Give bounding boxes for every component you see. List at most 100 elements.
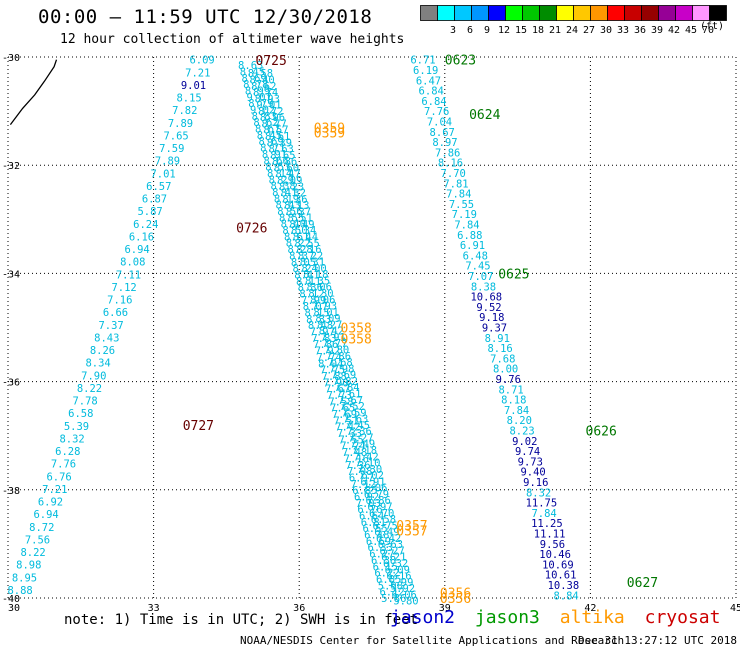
wave-height-value: 5.80 bbox=[393, 596, 418, 608]
wave-height-value: 6.38 bbox=[371, 555, 396, 567]
wave-height-value: 6.86 bbox=[366, 495, 391, 507]
wave-height-value: 6.76 bbox=[46, 471, 71, 483]
wave-height-value: 7.93 bbox=[312, 301, 337, 313]
wave-height-value: 6.15 bbox=[373, 561, 398, 573]
wave-height-value: 7.81 bbox=[443, 178, 468, 190]
wave-height-value: 6.42 bbox=[376, 533, 401, 545]
wave-height-value: 7.55 bbox=[339, 434, 364, 446]
legend-jason3: jason3 bbox=[474, 607, 540, 628]
coastline bbox=[9, 59, 58, 125]
wave-height-value: 9.02 bbox=[250, 105, 275, 117]
wave-height-value: 8.14 bbox=[267, 168, 292, 180]
wave-height-value: 7.49 bbox=[350, 439, 375, 451]
wave-height-value: 6.94 bbox=[33, 509, 58, 521]
wave-height-value: 6.85 bbox=[352, 485, 377, 497]
wave-height-value: 6.57 bbox=[146, 181, 171, 193]
wave-height-value: 8.32 bbox=[281, 188, 306, 200]
wave-height-value: 8.22 bbox=[77, 383, 102, 395]
wave-height-value: 7.75 bbox=[320, 365, 345, 377]
wave-height-value: 7.97 bbox=[310, 327, 335, 339]
wave-height-value: 6.24 bbox=[133, 219, 158, 231]
color-scale-bar: 3 6 9 12 15 18 21 24 27 30 33 36 39 42 45 70 bbox=[420, 5, 727, 36]
color-bin-label: 30 bbox=[600, 25, 612, 36]
x-tick-label: 45 bbox=[730, 603, 740, 614]
wave-height-value: 7.67 bbox=[338, 395, 363, 407]
wave-height-value: 6.58 bbox=[68, 408, 93, 420]
wave-height-value: 7.21 bbox=[42, 484, 67, 496]
wave-height-value: 7.76 bbox=[424, 106, 449, 118]
wave-height-value: 8.62 bbox=[253, 117, 278, 129]
wave-height-value: 6.79 bbox=[364, 489, 389, 501]
wave-height-value: 8.36 bbox=[298, 282, 323, 294]
wave-height-value: 8.15 bbox=[176, 93, 201, 105]
wave-height-value: 8.40 bbox=[249, 75, 274, 87]
wave-height-value: 8.93 bbox=[255, 93, 280, 105]
wave-height-value: 7.84 bbox=[446, 189, 471, 201]
wave-height-value: 6.27 bbox=[379, 546, 404, 558]
wave-height-value: 7.59 bbox=[159, 143, 184, 155]
wave-height-value: 8.28 bbox=[287, 244, 312, 256]
wave-height-value: 8.18 bbox=[303, 269, 328, 281]
wave-height-value: 8.48 bbox=[308, 320, 333, 332]
y-tick-label: -32 bbox=[2, 161, 20, 172]
wave-height-value: 7.90 bbox=[323, 377, 348, 389]
wave-height-value: 8.04 bbox=[318, 358, 343, 370]
wave-height-value: 9.02 bbox=[512, 436, 537, 448]
legend-jason2: jason2 bbox=[390, 607, 456, 628]
wave-height-value: 8.15 bbox=[304, 308, 329, 320]
wave-height-value: 8.16 bbox=[296, 244, 321, 256]
wave-height-value: 8.16 bbox=[438, 158, 463, 170]
wave-height-value: 8.00 bbox=[493, 364, 518, 376]
wave-height-value: 6.64 bbox=[359, 511, 384, 523]
wave-height-value: 8.16 bbox=[487, 343, 512, 355]
wave-height-value: 6.49 bbox=[374, 527, 399, 539]
legend-cryosat: cryosat bbox=[644, 607, 721, 628]
wave-height-value: 8.26 bbox=[90, 345, 115, 357]
color-bin-label: 15 bbox=[515, 25, 527, 36]
wave-height-value: 6.28 bbox=[55, 446, 80, 458]
wave-height-value: 7.84 bbox=[531, 508, 556, 520]
wave-height-value: 8.98 bbox=[16, 560, 41, 572]
wave-height-value: 8.36 bbox=[282, 194, 307, 206]
wave-height-value: 7.52 bbox=[340, 401, 365, 413]
wave-height-value: 7.37 bbox=[98, 320, 123, 332]
wave-height-value: 8.95 bbox=[12, 572, 37, 584]
wave-height-value: 7.45 bbox=[345, 420, 370, 432]
wave-height-value: 8.07 bbox=[303, 301, 328, 313]
pass-time-label: 0358 bbox=[341, 322, 372, 337]
wave-height-value: 7.07 bbox=[468, 271, 493, 283]
wave-height-value: 10.46 bbox=[539, 549, 571, 561]
wave-height-value: 6.27 bbox=[369, 549, 394, 561]
wave-height-value: 8.50 bbox=[282, 225, 307, 237]
wave-height-value: 10.68 bbox=[470, 292, 502, 304]
wave-height-value: 8.61 bbox=[284, 231, 309, 243]
wave-height-value: 8.22 bbox=[20, 547, 45, 559]
wave-height-value: 9.37 bbox=[482, 323, 507, 335]
wave-height-value: 8.33 bbox=[306, 314, 331, 326]
wave-height-value: 7.77 bbox=[322, 338, 347, 350]
wave-height-value: 7.69 bbox=[332, 409, 357, 421]
satellite-legend: jason2 jason3 altika cryosat s3a bbox=[390, 607, 740, 628]
wave-height-value: 7.99 bbox=[301, 295, 326, 307]
wave-height-value: 8.37 bbox=[286, 206, 311, 218]
color-bin-label: 45 bbox=[685, 25, 697, 36]
wave-height-value: 5.99 bbox=[388, 577, 413, 589]
wave-height-value: 6.76 bbox=[357, 504, 382, 516]
wave-height-value: 7.06 bbox=[362, 483, 387, 495]
wave-height-value: 8.27 bbox=[317, 319, 342, 331]
color-bin-label: 3 bbox=[450, 25, 456, 36]
wave-height-value: 8.32 bbox=[526, 487, 551, 499]
wave-height-value: 6.92 bbox=[354, 492, 379, 504]
wave-height-value: 7.27 bbox=[348, 432, 373, 444]
x-tick-label: 30 bbox=[8, 603, 20, 614]
wave-height-value: 8.06 bbox=[307, 282, 332, 294]
pass-time-label: 0626 bbox=[586, 424, 617, 439]
wave-height-value: 7.12 bbox=[351, 479, 376, 491]
wave-height-value: 7.90 bbox=[81, 370, 106, 382]
wave-height-value: 8.32 bbox=[59, 433, 84, 445]
x-tick-label: 36 bbox=[293, 603, 305, 614]
color-bin-label: 6 bbox=[467, 25, 473, 36]
wave-height-value: 8.41 bbox=[272, 187, 297, 199]
wave-height-value: 9.52 bbox=[476, 302, 501, 314]
wave-height-value: 7.12 bbox=[111, 282, 136, 294]
